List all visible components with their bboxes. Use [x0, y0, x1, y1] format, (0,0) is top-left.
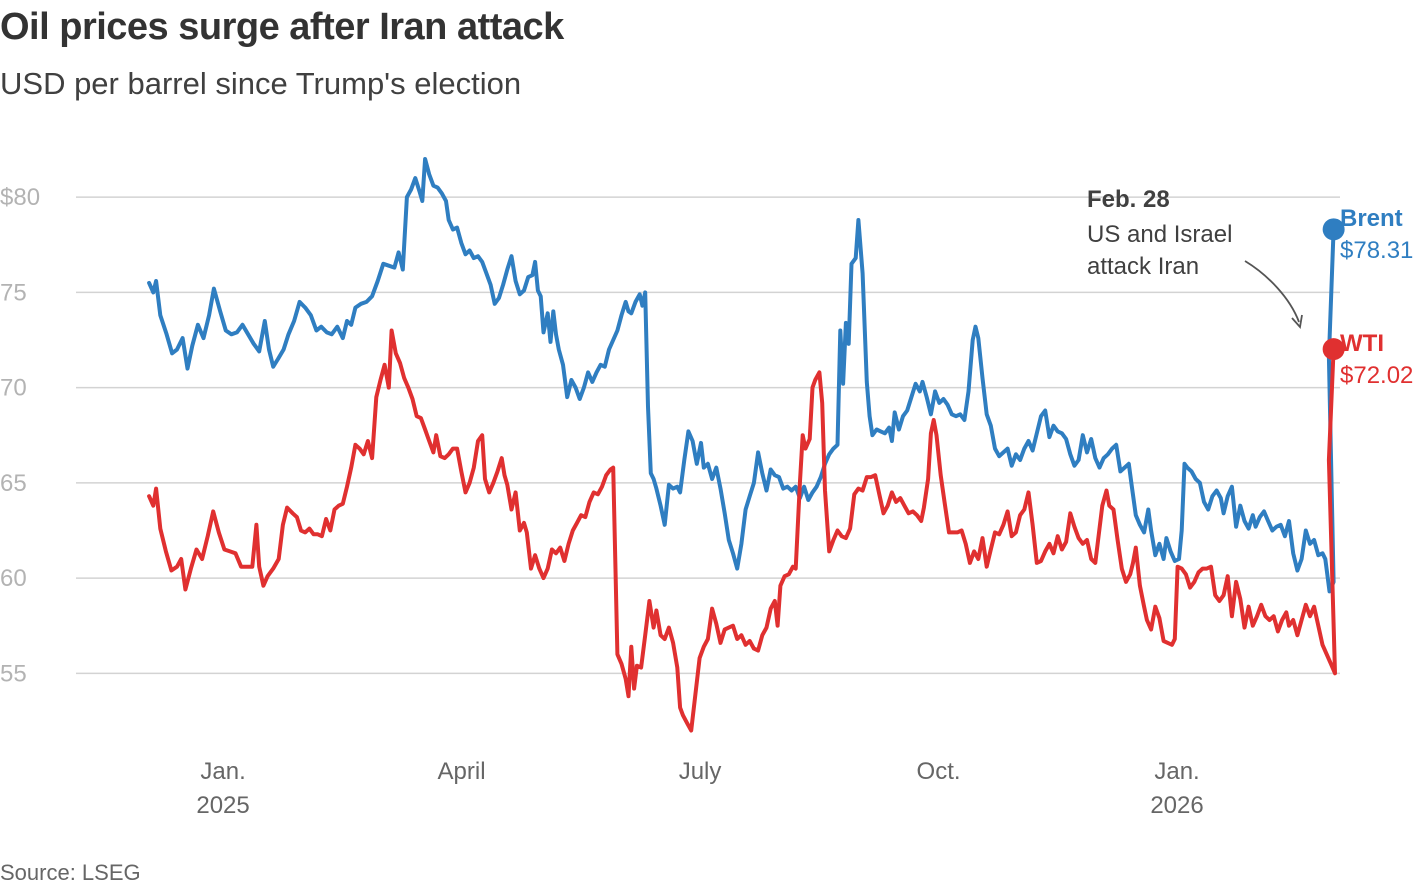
- annotation-arrow-icon: [1244, 260, 1300, 323]
- source-note: Source: LSEG: [0, 860, 141, 885]
- brent-line: [147, 157, 1336, 594]
- x-tick-label-2: July: [679, 758, 722, 785]
- y-axis-ticks: $80 75 70 65 60 55: [0, 184, 40, 687]
- wti-end-name: WTI: [1340, 330, 1384, 357]
- y-tick-label-3: 65: [0, 470, 27, 497]
- x-tick-year-4: 2026: [1150, 792, 1203, 819]
- wti-end-value: $72.02: [1340, 362, 1413, 389]
- x-tick-label-0: Jan.: [200, 758, 245, 785]
- event-annotation: Feb. 28 US and Israel attack Iran: [1087, 186, 1303, 330]
- y-tick-label-2: 70: [0, 375, 27, 402]
- y-tick-label-0: $80: [0, 184, 40, 211]
- wti-line: [147, 328, 1337, 733]
- annotation-arrowhead-icon: [1291, 314, 1303, 330]
- line-chart: $80 75 70 65 60 55 Jan. 2025 April July Oct. Jan. 2…: [0, 157, 1413, 819]
- series-lines: [147, 157, 1345, 733]
- x-tick-label-1: April: [438, 758, 486, 785]
- brent-end-name: Brent: [1340, 205, 1403, 232]
- wti-end-point: [1322, 338, 1345, 361]
- brent-end-point: [1322, 218, 1345, 241]
- annotation-line-2: attack Iran: [1087, 253, 1199, 280]
- annotation-line-1: US and Israel: [1087, 221, 1232, 248]
- chart-subtitle: USD per barrel since Trump's election: [0, 66, 522, 101]
- y-tick-label-5: 55: [0, 660, 27, 687]
- x-tick-label-4: Jan.: [1154, 758, 1199, 785]
- y-tick-label-4: 60: [0, 565, 27, 592]
- chart-title: Oil prices surge after Iran attack: [0, 6, 564, 48]
- y-tick-label-1: 75: [0, 279, 27, 306]
- series-end-labels: Brent $78.31 WTI $72.02: [1340, 205, 1413, 389]
- x-tick-label-3: Oct.: [917, 758, 961, 785]
- x-axis-ticks: Jan. 2025 April July Oct. Jan. 2026: [196, 758, 1203, 819]
- annotation-heading: Feb. 28: [1087, 186, 1170, 213]
- brent-end-value: $78.31: [1340, 237, 1413, 264]
- x-tick-year-0: 2025: [196, 792, 249, 819]
